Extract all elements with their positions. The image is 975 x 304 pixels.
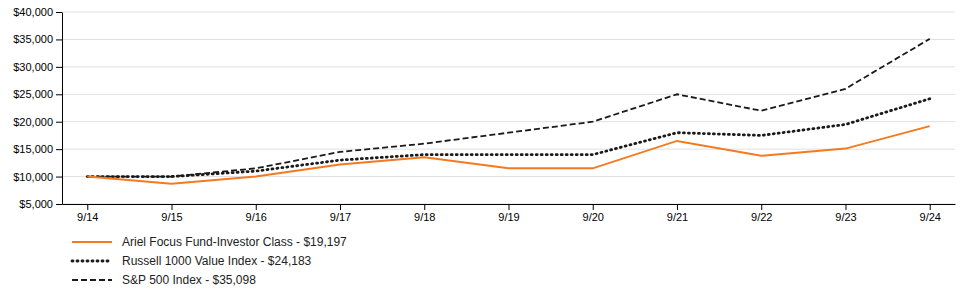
x-tick-mark (424, 204, 425, 210)
x-tick: 9/14 (77, 204, 98, 223)
y-tick-label: $40,000 (13, 6, 53, 18)
y-tick-mark (56, 12, 62, 13)
x-tick-label: 9/18 (414, 211, 435, 223)
x-axis: 9/14 9/15 9/16 9/17 9/18 9/19 9/20 9/21 9/22 9/23… (63, 204, 956, 223)
x-tick: 9/24 (920, 204, 941, 223)
y-axis: $5,000 $10,000 $15,000 $20,000 $25,000 $30,00… (13, 6, 62, 210)
x-tick-mark (509, 204, 510, 210)
x-tick: 9/16 (246, 204, 267, 223)
y-tick: $5,000 (19, 198, 62, 210)
series-line (87, 39, 929, 177)
y-tick: $15,000 (13, 143, 62, 155)
y-tick-label: $15,000 (13, 143, 53, 155)
y-tick: $10,000 (13, 171, 62, 183)
grid-line (62, 66, 955, 67)
legend-swatch (72, 241, 112, 243)
y-tick-label: $30,000 (13, 61, 53, 73)
x-tick-mark (845, 204, 846, 210)
x-tick-label: 9/24 (920, 211, 941, 223)
x-tick-mark (930, 204, 931, 210)
x-tick-label: 9/23 (835, 211, 856, 223)
x-tick-mark (172, 204, 173, 210)
chart: $5,000 $10,000 $15,000 $20,000 $25,000 $30,00… (0, 0, 975, 304)
x-tick-mark (677, 204, 678, 210)
legend: Ariel Focus Fund-Investor Class - $19,19… (72, 235, 347, 287)
x-tick-label: 9/21 (667, 211, 688, 223)
legend-swatch (72, 260, 112, 263)
y-tick-label: $20,000 (13, 116, 53, 128)
y-tick-label: $5,000 (19, 198, 53, 210)
x-tick-mark (87, 204, 88, 210)
y-tick-mark (56, 94, 62, 95)
x-tick: 9/21 (667, 204, 688, 223)
y-tick-mark (56, 39, 62, 40)
y-tick: $30,000 (13, 61, 62, 73)
x-tick-mark (593, 204, 594, 210)
grid-line (62, 94, 955, 95)
x-tick: 9/22 (751, 204, 772, 223)
y-tick: $35,000 (13, 33, 62, 45)
x-tick-label: 9/16 (246, 211, 267, 223)
x-tick-label: 9/19 (498, 211, 519, 223)
y-tick-mark (56, 149, 62, 150)
legend-label: Ariel Focus Fund-Investor Class - $19,19… (122, 235, 347, 249)
y-tick: $25,000 (13, 88, 62, 100)
x-tick: 9/23 (835, 204, 856, 223)
plot: $5,000 $10,000 $15,000 $20,000 $25,000 $30,00… (13, 6, 955, 223)
y-tick-mark (56, 177, 62, 178)
x-tick-mark (340, 204, 341, 210)
y-tick-label: $35,000 (13, 33, 53, 45)
y-tick-mark (56, 204, 62, 205)
grid (62, 12, 955, 204)
grid-line (62, 121, 955, 122)
x-tick: 9/15 (161, 204, 182, 223)
y-axis-line (62, 13, 63, 205)
series-line (87, 99, 929, 177)
x-tick-label: 9/15 (161, 211, 182, 223)
x-tick: 9/20 (583, 204, 604, 223)
legend-item: S&P 500 Index - $35,098 (72, 273, 256, 287)
legend-item: Ariel Focus Fund-Investor Class - $19,19… (72, 235, 347, 249)
y-tick: $20,000 (13, 116, 62, 128)
series-line (87, 126, 929, 184)
x-tick: 9/18 (414, 204, 435, 223)
grid-line (62, 149, 955, 150)
legend-item: Russell 1000 Value Index - $24,183 (72, 254, 312, 268)
chart-container: $5,000 $10,000 $15,000 $20,000 $25,000 $30,00… (0, 0, 975, 304)
legend-swatch (72, 279, 112, 281)
x-tick: 9/19 (498, 204, 519, 223)
legend-label: Russell 1000 Value Index - $24,183 (122, 254, 312, 268)
grid-line (62, 176, 955, 177)
lines (87, 39, 929, 184)
y-tick-mark (56, 67, 62, 68)
x-tick-mark (256, 204, 257, 210)
x-tick: 9/17 (330, 204, 351, 223)
grid-line (62, 39, 955, 40)
x-tick-mark (761, 204, 762, 210)
y-tick: $40,000 (13, 6, 62, 18)
x-tick-label: 9/22 (751, 211, 772, 223)
legend-label: S&P 500 Index - $35,098 (122, 273, 256, 287)
x-tick-label: 9/14 (77, 211, 98, 223)
x-tick-label: 9/17 (330, 211, 351, 223)
grid-line (62, 12, 955, 13)
y-tick-label: $25,000 (13, 88, 53, 100)
y-tick-mark (56, 122, 62, 123)
y-tick-label: $10,000 (13, 171, 53, 183)
x-tick-label: 9/20 (583, 211, 604, 223)
